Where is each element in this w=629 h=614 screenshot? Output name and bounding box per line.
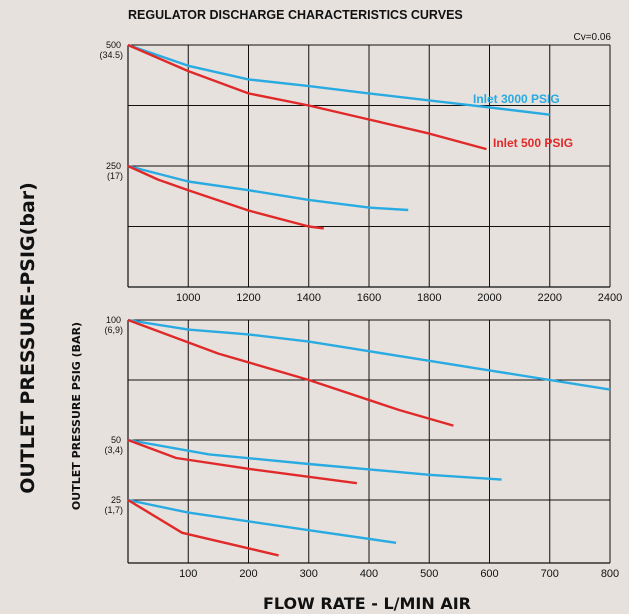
x-tick-label: 500 — [420, 568, 438, 580]
y-tick-label-bar: (34.5) — [99, 50, 123, 60]
series-line-inlet-500 — [127, 164, 324, 230]
series-line-inlet-500 — [127, 43, 487, 151]
y-tick-label: 50 — [111, 435, 121, 445]
x-tick-label: 700 — [541, 568, 559, 580]
x-tick-label: 2000 — [477, 292, 501, 304]
legend-inlet-500: Inlet 500 PSIG — [493, 136, 573, 150]
x-tick-label: 1800 — [417, 292, 441, 304]
y-tick-label: 250 — [106, 161, 121, 171]
inner-y-axis-label: OUTLET PRESSURE PSIG (BAR) — [70, 322, 83, 510]
y-tick-label: 25 — [111, 495, 121, 505]
x-tick-label: 800 — [601, 568, 619, 580]
x-tick-label: 1400 — [297, 292, 321, 304]
x-tick-label: 300 — [300, 568, 318, 580]
x-tick-label: 1600 — [357, 292, 381, 304]
x-axis-label: FLOW RATE - L/MIN AIR — [263, 594, 471, 613]
x-tick-label: 1000 — [176, 292, 200, 304]
bottom-chart: 100 200 300 400 500 600 700 800100(6,9)50(3,4)2… — [104, 315, 619, 580]
x-tick-label: 600 — [480, 568, 498, 580]
series-line-inlet-3000 — [127, 438, 502, 481]
top-chart: 1000 1200 1400 1600 1800 2000 2200 2400 500(34.5… — [99, 32, 622, 304]
series-line-inlet-500 — [127, 438, 358, 485]
y-tick-label: 100 — [106, 315, 121, 325]
x-tick-label: 2200 — [538, 292, 562, 304]
y-tick-label-bar: (1,7) — [104, 505, 123, 515]
legend-inlet-3000: Inlet 3000 PSIG — [473, 92, 560, 106]
series-line-inlet-3000 — [127, 498, 397, 544]
x-tick-label: 100 — [179, 568, 197, 580]
cv-note: Cv=0.06 — [573, 32, 611, 43]
y-tick-label-bar: (6,9) — [104, 325, 123, 335]
chart-title: REGULATOR DISCHARGE CHARACTERISTICS CURV… — [128, 8, 463, 22]
series-line-inlet-3000 — [127, 43, 550, 116]
y-tick-label-bar: (3,4) — [104, 445, 123, 455]
y-tick-label-bar: (17) — [107, 171, 123, 181]
series-line-inlet-3000 — [127, 164, 409, 212]
series-line-inlet-3000 — [127, 318, 611, 391]
outer-y-axis-label: OUTLET PRESSURE-PSIG(bar) — [17, 182, 39, 494]
series-line-inlet-500 — [127, 498, 279, 557]
y-tick-label: 500 — [106, 40, 121, 50]
series-line-inlet-500 — [127, 318, 454, 427]
x-tick-label: 400 — [360, 568, 378, 580]
x-tick-label: 1200 — [236, 292, 260, 304]
x-tick-label: 2400 — [598, 292, 622, 304]
x-tick-label: 200 — [239, 568, 257, 580]
